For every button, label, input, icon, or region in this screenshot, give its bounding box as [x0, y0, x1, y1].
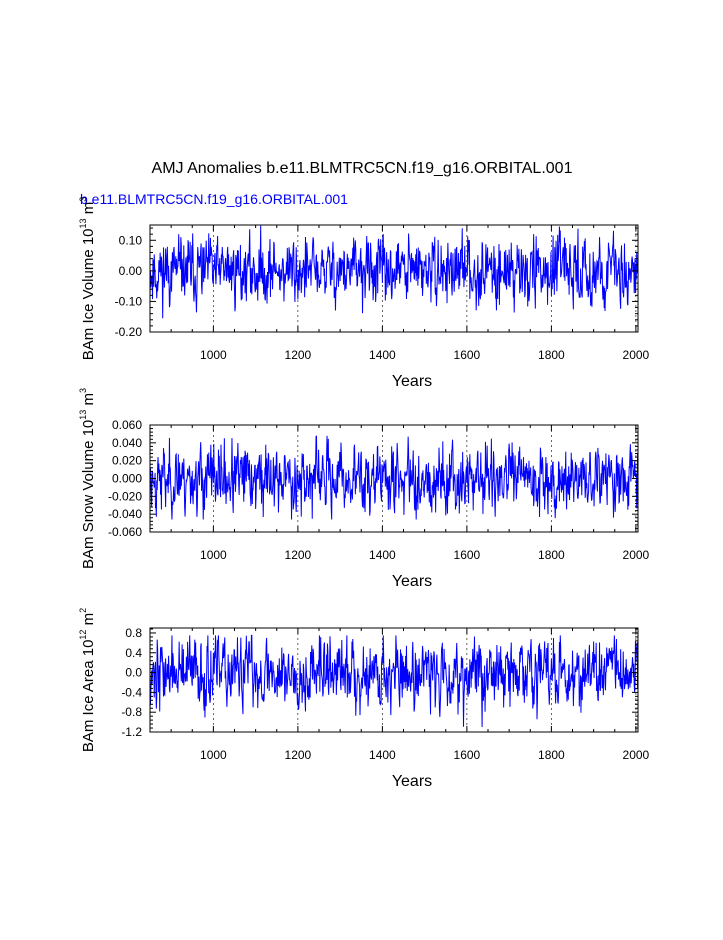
series-line-1	[149, 225, 639, 319]
ytick-label-5: 0.8	[125, 626, 142, 640]
panels: 1000 1200 1400 1600 1800 2000 -0.20 -0.10 0.00 0.…	[78, 197, 650, 790]
x-axis-label-2: Years	[392, 573, 432, 590]
panel-2: 1000 1200 1400 1600 1800 2000 -0.060 -0.040 -0.0…	[78, 388, 650, 590]
xtick-label-1200: 1200	[285, 548, 312, 562]
xtick-label-1200: 1200	[285, 748, 312, 762]
xtick-label-1000: 1000	[200, 348, 227, 362]
xtick-label-1400: 1400	[369, 548, 396, 562]
y-axis-label-3: BAm Ice Area 1012 m2	[78, 608, 97, 752]
ytick-label-1: -0.040	[108, 507, 142, 521]
xtick-label-1400: 1400	[369, 348, 396, 362]
ytick-label-0: -0.20	[115, 325, 143, 339]
xtick-label-2000: 2000	[623, 548, 650, 562]
xtick-label-1800: 1800	[538, 748, 565, 762]
xtick-label-1000: 1000	[200, 548, 227, 562]
ytick-label-3: 0.0	[125, 666, 142, 680]
y-axis-label-2: BAm Snow Volume 1013 m3	[78, 388, 97, 569]
x-axis-label-1: Years	[392, 373, 432, 390]
ytick-label-0: -0.060	[108, 525, 142, 539]
ytick-label-2: 0.00	[119, 264, 143, 278]
x-axis-label-3: Years	[392, 773, 432, 790]
ytick-label-4: 0.020	[112, 454, 142, 468]
panel-3: 1000 1200 1400 1600 1800 2000 -1.2 -0.8 -0.4 0.0 0…	[78, 608, 650, 790]
ytick-label-1: -0.8	[121, 705, 142, 719]
xtick-label-1600: 1600	[454, 348, 481, 362]
xtick-label-1400: 1400	[369, 748, 396, 762]
ytick-label-0: -1.2	[121, 725, 142, 739]
ytick-label-2: -0.4	[121, 685, 142, 699]
xtick-label-2000: 2000	[623, 748, 650, 762]
ytick-label-3: 0.000	[112, 472, 142, 486]
panel-1: 1000 1200 1400 1600 1800 2000 -0.20 -0.10 0.00 0.…	[78, 197, 650, 390]
xtick-label-1800: 1800	[538, 348, 565, 362]
ytick-label-6: 0.060	[112, 418, 142, 432]
xtick-label-1600: 1600	[454, 748, 481, 762]
series-line-2	[149, 435, 639, 520]
xtick-label-2000: 2000	[623, 348, 650, 362]
xtick-label-1600: 1600	[454, 548, 481, 562]
ytick-label-3: 0.10	[119, 233, 143, 247]
ytick-label-5: 0.040	[112, 436, 142, 450]
series-line-3	[149, 634, 639, 728]
ytick-label-2: -0.020	[108, 489, 142, 503]
chart-title: AMJ Anomalies b.e11.BLMTRC5CN.f19_g16.OR…	[152, 160, 573, 177]
xtick-label-1800: 1800	[538, 548, 565, 562]
xtick-label-1000: 1000	[200, 748, 227, 762]
plot-frame-1	[149, 224, 639, 333]
chart-subtitle: b.e11.BLMTRC5CN.f19_g16.ORBITAL.001	[80, 191, 348, 207]
ytick-label-4: 0.4	[125, 646, 142, 660]
ytick-label-1: -0.10	[115, 294, 143, 308]
xtick-label-1200: 1200	[285, 348, 312, 362]
y-axis-label-1: BAm Ice Volume 1013 m3	[78, 197, 97, 360]
